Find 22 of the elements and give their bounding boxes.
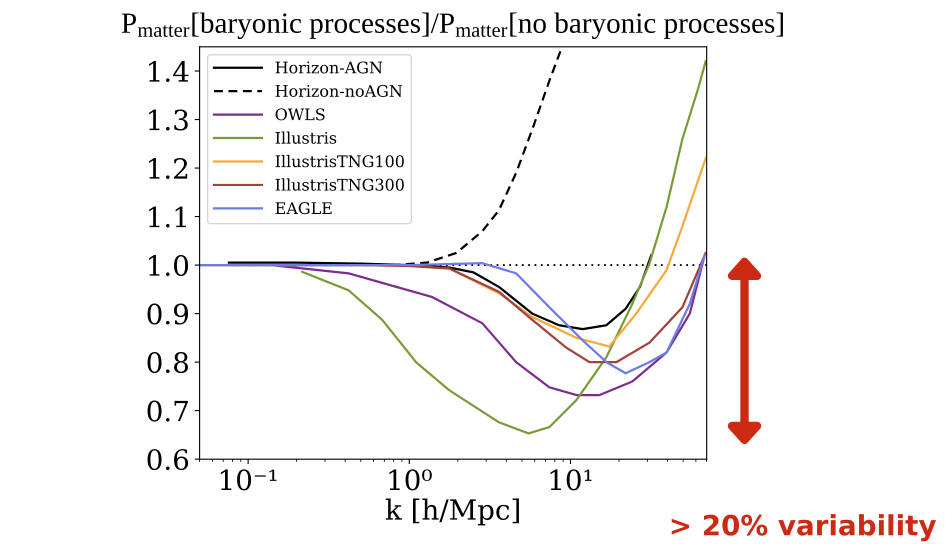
legend-label: IllustrisTNG300 xyxy=(276,178,404,191)
legend-label: Horizon-noAGN xyxy=(276,84,402,97)
text: > 20% variability xyxy=(672,514,936,542)
y-tick-label: 1.0 xyxy=(149,255,188,276)
legend-label: Horizon-AGN xyxy=(276,61,382,74)
y-tick-label: 0.7 xyxy=(148,400,188,422)
y-tick-label: 1.2 xyxy=(149,158,188,180)
y-tick-label: 1.1 xyxy=(149,206,186,228)
x-axis-title: k [h/Mpc] xyxy=(386,498,519,526)
y-tick-label: 0.8 xyxy=(148,352,188,374)
y-tick-label: 1.4 xyxy=(149,60,188,82)
legend-label: IllustrisTNG100 xyxy=(276,154,404,168)
legend-label: EAGLE xyxy=(276,202,332,214)
y-tick-label: 0.9 xyxy=(148,304,188,325)
y-tick-label: 1.3 xyxy=(149,109,188,130)
legend-label: OWLS xyxy=(276,108,325,120)
legend-label: Illustris xyxy=(276,131,336,144)
y-tick-label: 0.6 xyxy=(148,449,188,470)
x-tick-label: 10⁻¹ xyxy=(220,469,277,490)
x-tick-label: 10⁰ xyxy=(389,469,432,490)
chart-title: P$_{matter}$[baryonic processes]/P$_{matter}$[no baryonic processes] xyxy=(122,12,783,40)
x-tick-label: 10¹ xyxy=(550,469,592,490)
